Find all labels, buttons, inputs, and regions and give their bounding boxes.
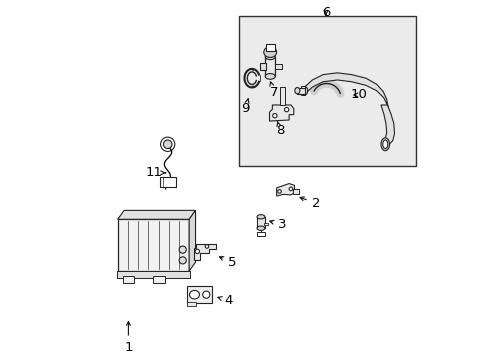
Ellipse shape <box>163 140 172 149</box>
Ellipse shape <box>380 138 389 151</box>
Ellipse shape <box>205 245 208 248</box>
Bar <box>116 271 190 278</box>
Bar <box>239 16 415 166</box>
Ellipse shape <box>263 47 276 58</box>
Ellipse shape <box>160 137 175 152</box>
Bar <box>297 88 305 94</box>
Ellipse shape <box>277 190 281 193</box>
Bar <box>123 276 134 283</box>
Text: 9: 9 <box>241 99 249 115</box>
Polygon shape <box>304 73 388 112</box>
Text: 1: 1 <box>124 321 132 354</box>
Text: 2: 2 <box>300 197 320 210</box>
Polygon shape <box>269 105 293 121</box>
Ellipse shape <box>264 73 275 79</box>
Polygon shape <box>193 244 216 260</box>
Ellipse shape <box>272 113 276 118</box>
Bar <box>263 222 267 225</box>
Ellipse shape <box>179 257 186 264</box>
Bar <box>257 217 264 228</box>
Text: 11: 11 <box>146 166 165 179</box>
Bar <box>259 63 266 70</box>
Bar <box>186 286 212 303</box>
Polygon shape <box>118 219 189 271</box>
Text: 8: 8 <box>275 121 284 137</box>
Ellipse shape <box>382 140 387 149</box>
Polygon shape <box>276 184 294 196</box>
Ellipse shape <box>257 226 264 230</box>
Bar <box>292 189 299 194</box>
Polygon shape <box>380 105 394 144</box>
Bar <box>300 86 305 95</box>
Ellipse shape <box>264 54 275 60</box>
Bar <box>186 302 195 306</box>
Polygon shape <box>280 87 285 105</box>
Polygon shape <box>189 210 195 271</box>
Ellipse shape <box>284 108 288 112</box>
Text: 10: 10 <box>350 89 366 102</box>
Bar <box>264 57 275 76</box>
Text: 7: 7 <box>269 82 278 99</box>
Ellipse shape <box>294 87 299 94</box>
Ellipse shape <box>257 215 264 219</box>
Ellipse shape <box>189 291 199 299</box>
Polygon shape <box>118 210 195 219</box>
Bar <box>257 232 264 236</box>
Bar <box>160 177 175 187</box>
Bar <box>265 44 274 51</box>
Text: 6: 6 <box>321 6 329 19</box>
Bar <box>153 276 164 283</box>
Ellipse shape <box>203 291 209 298</box>
Text: 4: 4 <box>218 294 232 307</box>
Ellipse shape <box>288 187 292 191</box>
Ellipse shape <box>179 246 186 253</box>
Ellipse shape <box>301 86 307 95</box>
Bar <box>275 64 281 69</box>
Text: 5: 5 <box>219 256 236 269</box>
Ellipse shape <box>195 249 199 253</box>
Text: 3: 3 <box>269 218 285 231</box>
